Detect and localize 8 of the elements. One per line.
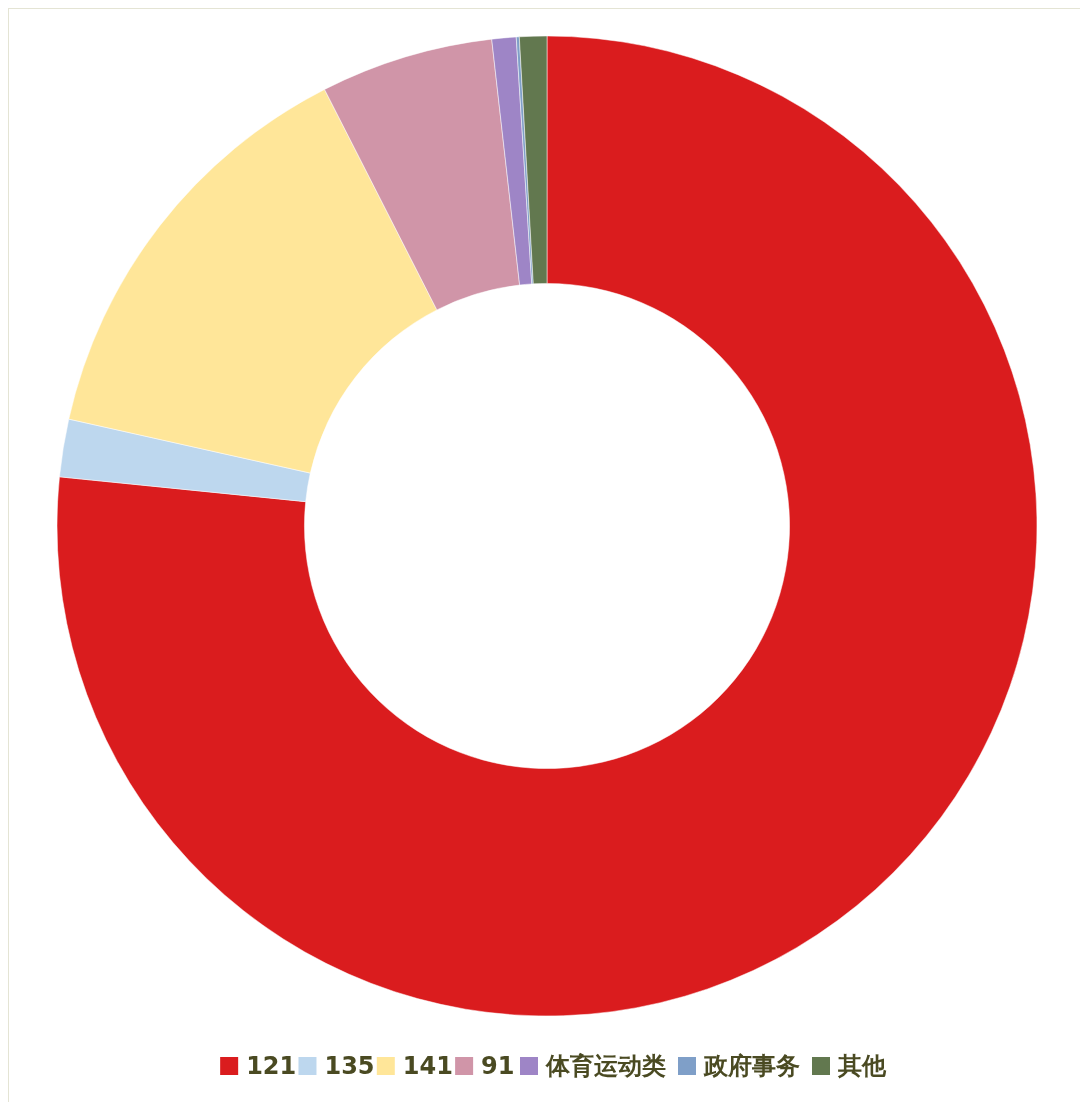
donut-slice (56, 35, 1037, 1017)
legend-label: 121 (246, 1052, 297, 1080)
legend-label: 政府事务 (703, 1052, 800, 1080)
legend-label: 91 (481, 1052, 515, 1080)
legend-label: 其他 (837, 1052, 887, 1080)
legend-label: 体育运动类 (545, 1052, 666, 1080)
legend-label: 141 (402, 1052, 453, 1080)
legend-label: 135 (324, 1052, 375, 1080)
